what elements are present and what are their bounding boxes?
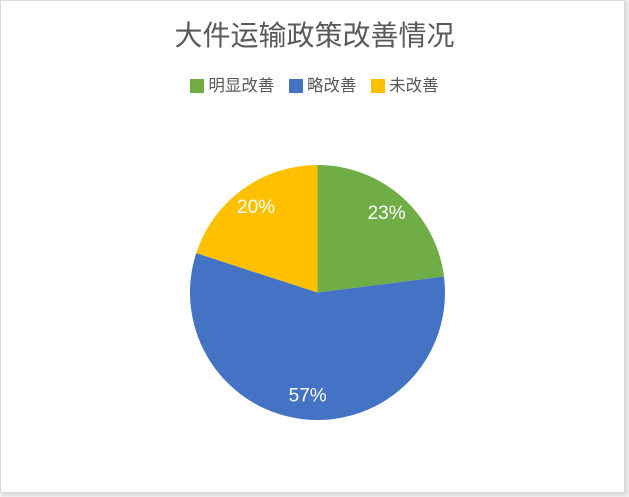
svg-text:20%: 20% — [237, 197, 275, 218]
svg-text:57%: 57% — [289, 386, 327, 407]
svg-text:23%: 23% — [368, 203, 406, 224]
